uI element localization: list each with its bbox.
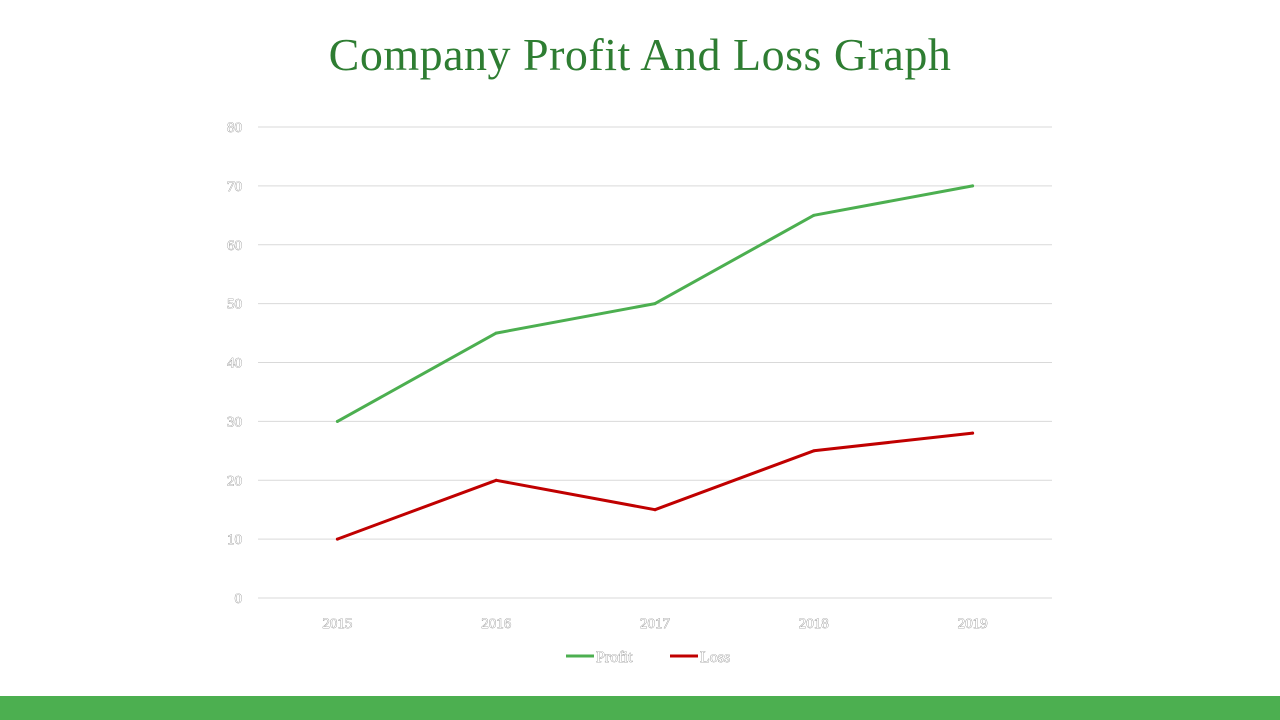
data-point-profit-2019 — [971, 184, 975, 188]
y-tick-label-0: 0 — [235, 591, 243, 607]
legend-label-profit: Profit — [596, 649, 633, 666]
data-point-profit-2016 — [494, 331, 498, 335]
data-point-loss-2017 — [653, 508, 657, 512]
y-axis-ticks: 0 10 20 30 40 50 60 70 80 — [227, 120, 243, 608]
x-tick-label-2017: 2017 — [640, 616, 671, 632]
data-point-loss-2019 — [971, 431, 975, 435]
x-tick-label-2016: 2016 — [481, 616, 512, 632]
gridlines — [258, 126, 1052, 599]
x-tick-label-2019: 2019 — [958, 616, 988, 632]
y-tick-label-40: 40 — [227, 356, 242, 372]
y-tick-label-10: 10 — [227, 532, 242, 548]
data-point-loss-2015 — [335, 537, 339, 541]
legend-label-loss: Loss — [700, 649, 730, 666]
y-tick-label-30: 30 — [227, 414, 242, 430]
data-point-loss-2018 — [812, 449, 816, 453]
chart-title: Company Profit And Loss Graph — [328, 29, 952, 80]
series-lines — [335, 184, 975, 541]
y-tick-label-50: 50 — [227, 297, 242, 313]
x-tick-label-2018: 2018 — [799, 616, 829, 632]
data-point-loss-2016 — [494, 478, 498, 482]
y-tick-label-80: 80 — [227, 120, 242, 136]
x-axis-ticks: 2015 2016 2017 2018 2019 — [322, 616, 988, 633]
x-tick-label-2015: 2015 — [322, 616, 352, 632]
y-tick-label-60: 60 — [227, 238, 242, 254]
bottom-accent-bar — [0, 696, 1280, 720]
data-point-profit-2017 — [653, 302, 657, 306]
data-point-profit-2018 — [812, 213, 816, 217]
series-line-loss — [335, 431, 975, 541]
y-tick-label-70: 70 — [227, 179, 242, 195]
data-point-profit-2015 — [335, 419, 339, 423]
y-tick-label-20: 20 — [227, 473, 242, 489]
legend: Profit Loss — [566, 649, 731, 666]
